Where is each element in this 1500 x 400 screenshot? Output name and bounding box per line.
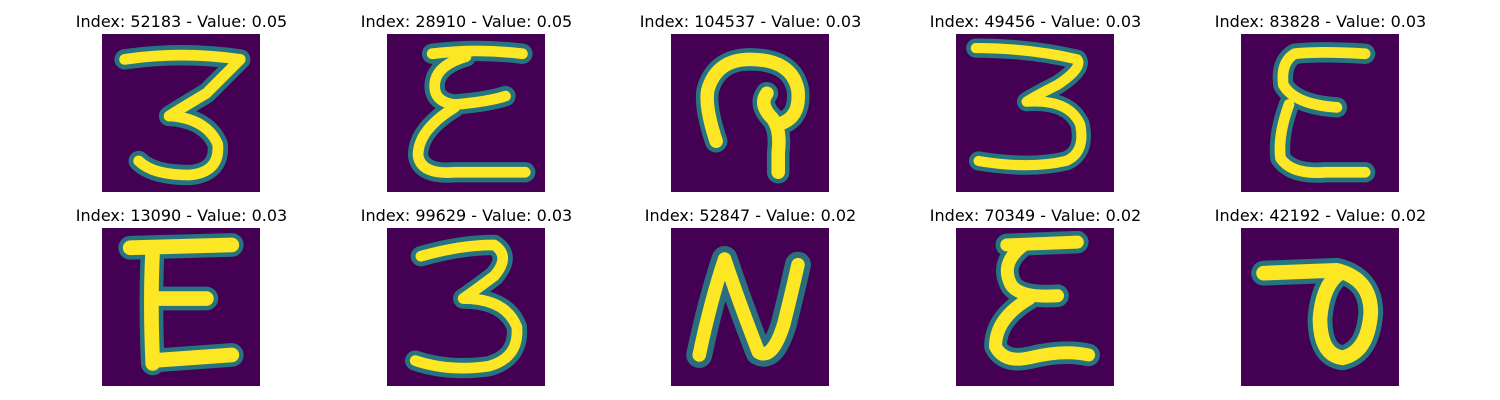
figure-title: Index: 83828 - Value: 0.03: [1214, 12, 1427, 31]
figure-cell: Index: 52183 - Value: 0.05: [39, 0, 324, 192]
handwritten-3-icon: [102, 34, 260, 192]
figure-title: Index: 52183 - Value: 0.05: [75, 12, 288, 31]
figure-title: Index: 42192 - Value: 0.02: [1214, 206, 1427, 225]
figure-title: Index: 13090 - Value: 0.03: [75, 206, 288, 225]
handwritten-epsilon-icon: [387, 34, 545, 192]
handwritten-e-icon: [1241, 34, 1399, 192]
handwritten-epsilon-icon: [956, 228, 1114, 386]
figure-cell: Index: 83828 - Value: 0.03: [1178, 0, 1463, 192]
handwritten-loop-icon: [1241, 228, 1399, 386]
handwritten-loop-icon: [671, 34, 829, 192]
figure-title: Index: 28910 - Value: 0.05: [360, 12, 573, 31]
figure-cell: Index: 49456 - Value: 0.03: [893, 0, 1178, 192]
figure-title: Index: 52847 - Value: 0.02: [644, 206, 857, 225]
figure-cell: Index: 52847 - Value: 0.02: [608, 194, 893, 386]
figure-title: Index: 49456 - Value: 0.03: [929, 12, 1142, 31]
handwritten-3-icon: [387, 228, 545, 386]
figure-cell: Index: 104537 - Value: 0.03: [608, 0, 893, 192]
handwritten-n-icon: [671, 228, 829, 386]
figure-cell: Index: 13090 - Value: 0.03: [39, 194, 324, 386]
figure-cell: Index: 42192 - Value: 0.02: [1178, 194, 1463, 386]
handwritten-3-icon: [956, 34, 1114, 192]
figure-title: Index: 104537 - Value: 0.03: [639, 12, 862, 31]
figure-title: Index: 99629 - Value: 0.03: [360, 206, 573, 225]
figure-title: Index: 70349 - Value: 0.02: [929, 206, 1142, 225]
figure-cell: Index: 99629 - Value: 0.03: [324, 194, 609, 386]
handwritten-e-icon: [102, 228, 260, 386]
figure-cell: Index: 28910 - Value: 0.05: [324, 0, 609, 192]
figure-cell: Index: 70349 - Value: 0.02: [893, 194, 1178, 386]
